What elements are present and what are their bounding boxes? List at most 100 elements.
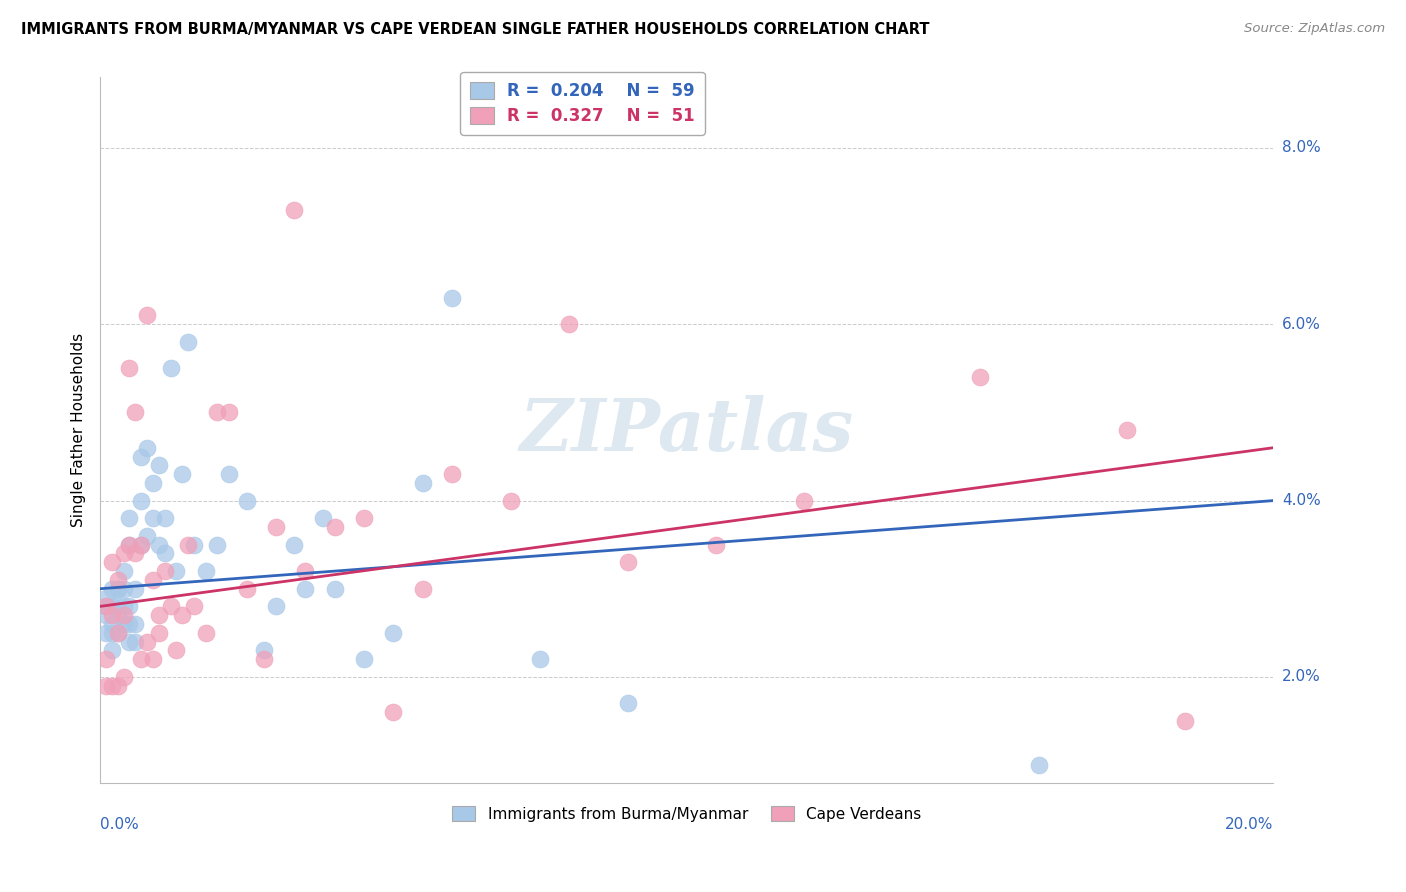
Point: [969, 370, 991, 384]
Point: [207, 538, 229, 552]
Point: [294, 564, 316, 578]
Point: [353, 511, 375, 525]
Point: [148, 625, 170, 640]
Point: [107, 573, 129, 587]
Point: [112, 582, 135, 596]
Point: [118, 599, 141, 614]
Point: [264, 599, 287, 614]
Point: [107, 582, 129, 596]
Point: [529, 652, 551, 666]
Point: [124, 634, 146, 648]
Text: Source: ZipAtlas.com: Source: ZipAtlas.com: [1244, 22, 1385, 36]
Point: [382, 625, 405, 640]
Point: [94, 625, 117, 640]
Point: [153, 511, 176, 525]
Point: [253, 643, 276, 657]
Point: [101, 582, 124, 596]
Point: [101, 679, 124, 693]
Point: [101, 625, 124, 640]
Point: [107, 679, 129, 693]
Point: [112, 670, 135, 684]
Point: [112, 617, 135, 632]
Point: [294, 582, 316, 596]
Point: [148, 458, 170, 473]
Point: [142, 475, 165, 490]
Point: [617, 555, 640, 569]
Point: [236, 493, 259, 508]
Point: [558, 318, 581, 332]
Text: 0.0%: 0.0%: [100, 817, 139, 832]
Point: [1115, 423, 1137, 437]
Point: [118, 538, 141, 552]
Point: [172, 608, 194, 623]
Point: [94, 652, 117, 666]
Point: [264, 520, 287, 534]
Point: [107, 582, 129, 596]
Text: 2.0%: 2.0%: [1282, 669, 1320, 684]
Point: [183, 538, 205, 552]
Point: [793, 493, 815, 508]
Point: [136, 441, 159, 455]
Point: [441, 291, 464, 305]
Point: [172, 467, 194, 482]
Point: [159, 361, 181, 376]
Point: [124, 546, 146, 560]
Point: [312, 511, 335, 525]
Point: [112, 599, 135, 614]
Point: [283, 202, 305, 217]
Point: [101, 643, 124, 657]
Text: IMMIGRANTS FROM BURMA/MYANMAR VS CAPE VERDEAN SINGLE FATHER HOUSEHOLDS CORRELATI: IMMIGRANTS FROM BURMA/MYANMAR VS CAPE VE…: [21, 22, 929, 37]
Point: [94, 679, 117, 693]
Text: ZIPatlas: ZIPatlas: [520, 394, 853, 466]
Point: [142, 511, 165, 525]
Point: [323, 582, 346, 596]
Point: [129, 493, 152, 508]
Point: [165, 564, 187, 578]
Point: [124, 405, 146, 419]
Point: [148, 608, 170, 623]
Point: [118, 361, 141, 376]
Text: 20.0%: 20.0%: [1225, 817, 1274, 832]
Point: [112, 546, 135, 560]
Point: [101, 617, 124, 632]
Point: [124, 582, 146, 596]
Point: [159, 599, 181, 614]
Point: [107, 625, 129, 640]
Point: [353, 652, 375, 666]
Point: [101, 608, 124, 623]
Point: [148, 538, 170, 552]
Point: [1174, 714, 1197, 728]
Point: [207, 405, 229, 419]
Point: [412, 582, 434, 596]
Point: [129, 450, 152, 464]
Point: [617, 696, 640, 710]
Point: [94, 599, 117, 614]
Point: [704, 538, 727, 552]
Text: 4.0%: 4.0%: [1282, 493, 1320, 508]
Legend: Immigrants from Burma/Myanmar, Cape Verdeans: Immigrants from Burma/Myanmar, Cape Verd…: [446, 800, 928, 828]
Text: 8.0%: 8.0%: [1282, 140, 1320, 155]
Point: [236, 582, 259, 596]
Point: [129, 538, 152, 552]
Point: [382, 705, 405, 719]
Point: [112, 608, 135, 623]
Point: [1028, 758, 1050, 772]
Text: 6.0%: 6.0%: [1282, 317, 1320, 332]
Point: [183, 599, 205, 614]
Point: [94, 608, 117, 623]
Point: [107, 608, 129, 623]
Point: [94, 599, 117, 614]
Point: [129, 652, 152, 666]
Point: [153, 564, 176, 578]
Point: [283, 538, 305, 552]
Point: [136, 529, 159, 543]
Point: [112, 564, 135, 578]
Point: [94, 591, 117, 605]
Point: [118, 634, 141, 648]
Point: [101, 599, 124, 614]
Point: [194, 564, 217, 578]
Point: [124, 617, 146, 632]
Point: [165, 643, 187, 657]
Point: [129, 538, 152, 552]
Point: [253, 652, 276, 666]
